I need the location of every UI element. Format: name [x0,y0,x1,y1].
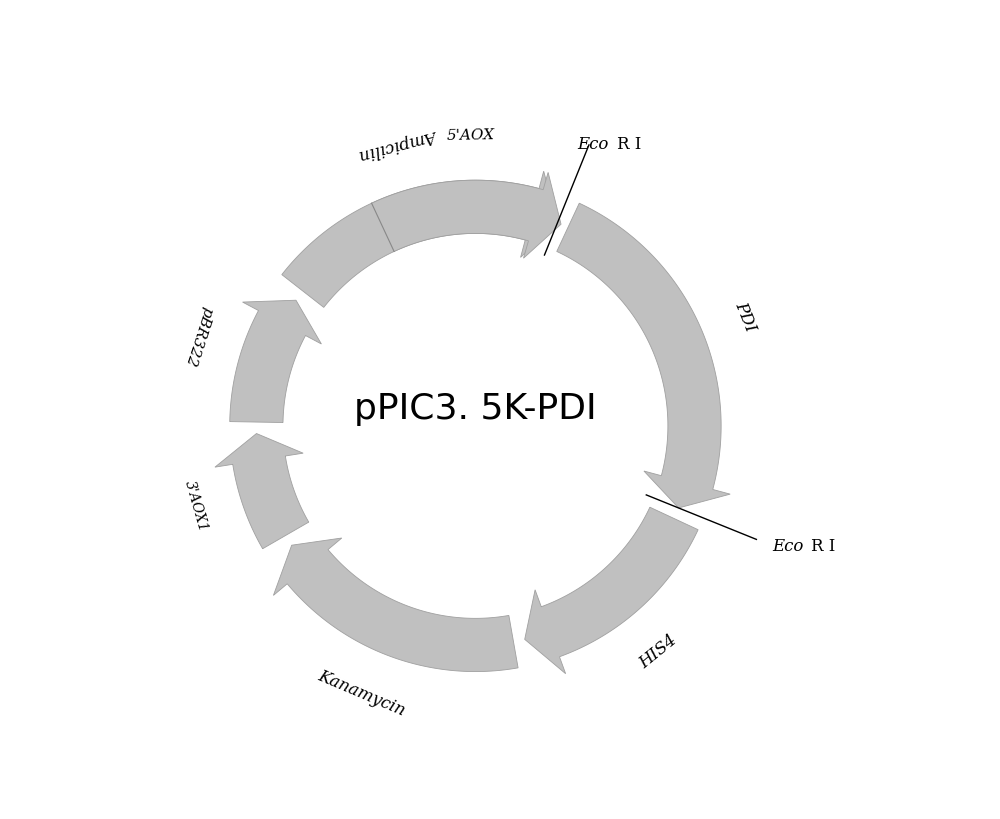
Polygon shape [282,172,561,307]
Polygon shape [372,171,557,257]
Polygon shape [215,433,309,549]
Text: pBR322: pBR322 [183,305,215,368]
Text: R I: R I [811,538,836,555]
Polygon shape [273,538,518,672]
Text: Eco: Eco [578,136,609,153]
Text: 3'AOX1: 3'AOX1 [182,479,210,533]
Text: 5'AOX: 5'AOX [446,128,495,143]
Polygon shape [230,301,321,423]
Polygon shape [525,507,698,674]
Text: HIS4: HIS4 [636,631,681,672]
Text: Eco: Eco [772,538,804,555]
Text: Ampicilin: Ampicilin [359,126,441,164]
Text: pPIC3. 5K-PDI: pPIC3. 5K-PDI [354,392,597,427]
Text: Kanamycin: Kanamycin [316,667,408,720]
Text: R I: R I [617,136,641,153]
Text: PDI: PDI [731,300,759,335]
Polygon shape [557,203,730,508]
